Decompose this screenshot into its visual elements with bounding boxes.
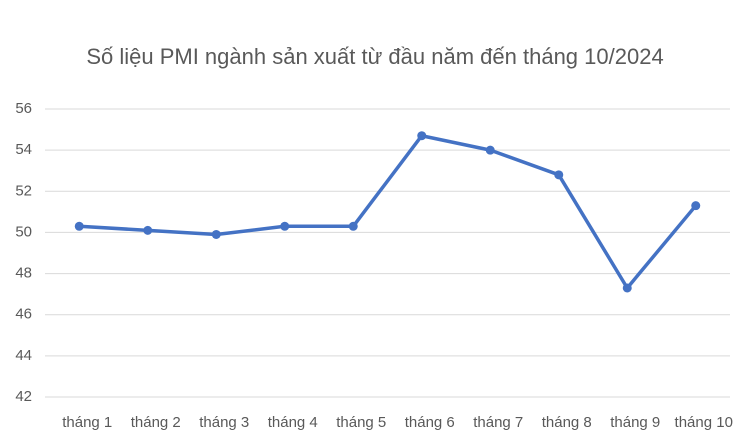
point	[211, 229, 221, 239]
y-tick-label: 52	[15, 182, 32, 199]
point	[280, 221, 290, 231]
x-tick-label: tháng 1	[62, 414, 112, 431]
point	[74, 221, 84, 231]
y-tick-label: 54	[15, 141, 32, 158]
x-tick-label: tháng 10	[675, 414, 733, 431]
x-tick-label: tháng 6	[405, 414, 455, 431]
y-tick-label: 50	[15, 223, 32, 240]
x-tick-label: tháng 9	[610, 414, 660, 431]
chart-title: Số liệu PMI ngành sản xuất từ đầu năm đế…	[86, 44, 663, 69]
point	[622, 283, 632, 293]
x-tick-label: tháng 8	[542, 414, 592, 431]
x-tick-label: tháng 3	[199, 414, 249, 431]
y-tick-label: 42	[15, 388, 32, 405]
x-tick-label: tháng 5	[336, 414, 386, 431]
series-line	[79, 133, 698, 290]
y-tick-label: 46	[15, 306, 32, 323]
point	[485, 145, 495, 155]
point	[691, 201, 701, 211]
point	[348, 221, 358, 231]
point	[143, 225, 153, 235]
y-tick-label: 56	[15, 100, 32, 117]
point	[417, 131, 427, 141]
x-tick-label: tháng 2	[131, 414, 181, 431]
x-tick-label: tháng 4	[268, 414, 318, 431]
y-tick-label: 48	[15, 265, 32, 282]
y-tick-label: 44	[15, 347, 32, 364]
x-tick-label: tháng 7	[473, 414, 523, 431]
point	[554, 170, 564, 180]
